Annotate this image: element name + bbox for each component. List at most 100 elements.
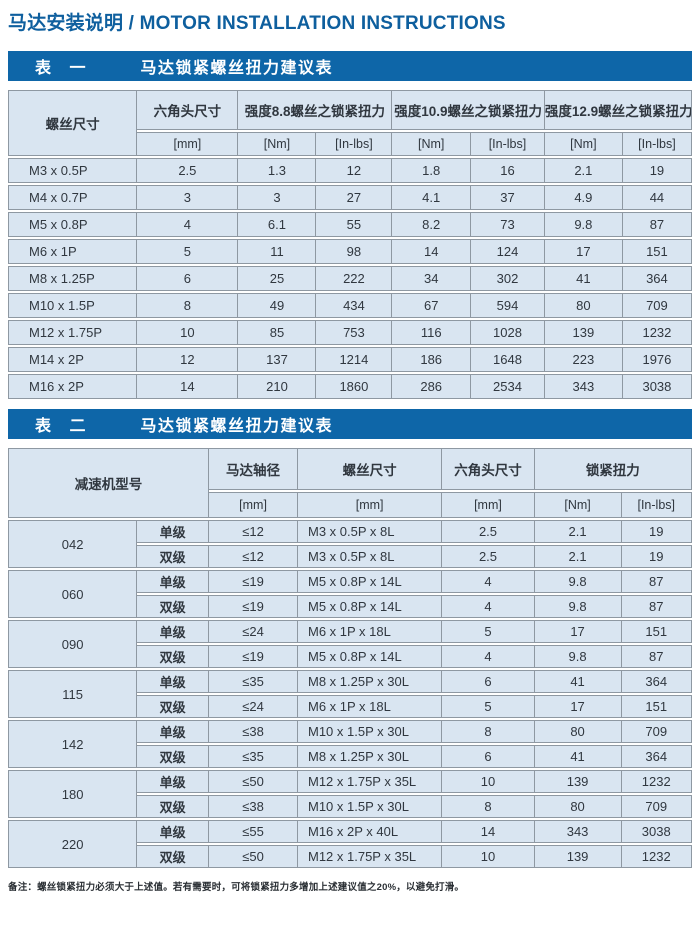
screw-spec-cell: M3 x 0.5P x 8L — [297, 520, 443, 543]
torque-value-cell: 80 — [544, 293, 623, 318]
torque-value-cell: 222 — [316, 266, 393, 291]
model-cell: 115 — [8, 670, 138, 718]
torque-value-cell: 364 — [622, 266, 692, 291]
torque-value-cell: 137 — [238, 347, 317, 372]
unit-mm: [mm] — [209, 492, 298, 518]
torque-value-cell: 34 — [392, 266, 472, 291]
torque-value-cell: 8.2 — [392, 212, 472, 237]
shaft-cell: ≤12 — [209, 545, 298, 568]
hex-size-cell: 10 — [442, 770, 535, 793]
inlbs-cell: 709 — [621, 795, 692, 818]
stage-cell: 双级 — [137, 695, 210, 718]
table-row: 双级 ≤19 M5 x 0.8P x 14L 4 9.8 87 — [8, 645, 692, 668]
inlbs-cell: 709 — [621, 720, 692, 743]
torque-value-cell: 2.1 — [544, 158, 623, 183]
torque-value-cell: 55 — [316, 212, 393, 237]
nm-cell: 80 — [534, 720, 622, 743]
table2-header-row-1: 减速机型号 马达轴径 螺丝尺寸 六角头尺寸 锁紧扭力 — [8, 448, 692, 518]
screw-size-cell: M5 x 0.8P — [8, 212, 138, 237]
table2-header-locking-torque: 锁紧扭力 — [534, 448, 692, 490]
nm-cell: 343 — [534, 820, 622, 843]
table1-header-row-2: [mm] [Nm] [In-lbs] [Nm] [In-lbs] [Nm] [I… — [8, 132, 692, 156]
inlbs-cell: 87 — [621, 595, 692, 618]
stage-cell: 双级 — [137, 745, 210, 768]
torque-value-cell: 14 — [392, 239, 472, 264]
table-row: 090 单级 ≤24 M6 x 1P x 18L 5 17 151 — [8, 620, 692, 668]
torque-value-cell: 11 — [238, 239, 317, 264]
shaft-cell: ≤50 — [209, 845, 298, 868]
hex-size-cell: 4 — [442, 595, 535, 618]
unit-inlbs: [In-lbs] — [622, 132, 692, 156]
stage-cell: 单级 — [137, 520, 210, 543]
torque-value-cell: 753 — [316, 320, 393, 345]
torque-value-cell: 1648 — [471, 347, 545, 372]
screw-spec-cell: M12 x 1.75P x 35L — [297, 845, 443, 868]
unit-inlbs: [In-lbs] — [316, 132, 393, 156]
unit-nm: [Nm] — [238, 132, 317, 156]
hex-size-cell: 14 — [442, 820, 535, 843]
table2-caption: 马达锁紧螺丝扭力建议表 — [140, 418, 333, 435]
unit-mm: [mm] — [137, 132, 239, 156]
torque-value-cell: 343 — [544, 374, 623, 399]
hex-size-cell: 3 — [137, 185, 239, 210]
table-row: M10 x 1.5P 8 49 434 67 594 80 709 — [8, 293, 692, 318]
unit-inlbs: [In-lbs] — [471, 132, 545, 156]
shaft-cell: ≤38 — [209, 720, 298, 743]
shaft-cell: ≤12 — [209, 520, 298, 543]
model-cell: 090 — [8, 620, 138, 668]
table-row: M8 x 1.25P 6 25 222 34 302 41 364 — [8, 266, 692, 291]
table2-header-screw-size: 螺丝尺寸 — [297, 448, 443, 490]
stage-cell: 单级 — [137, 720, 210, 743]
torque-value-cell: 3 — [238, 185, 317, 210]
nm-cell: 9.8 — [534, 570, 622, 593]
table2-header-motor-shaft: 马达轴径 — [209, 448, 298, 490]
table-row: 180 单级 ≤50 M12 x 1.75P x 35L 10 139 1232 — [8, 770, 692, 818]
table-row: 双级 ≤50 M12 x 1.75P x 35L 10 139 1232 — [8, 845, 692, 868]
shaft-cell: ≤19 — [209, 570, 298, 593]
torque-value-cell: 17 — [544, 239, 623, 264]
torque-value-cell: 302 — [471, 266, 545, 291]
hex-size-cell: 8 — [442, 720, 535, 743]
hex-size-cell: 10 — [442, 845, 535, 868]
torque-value-cell: 98 — [316, 239, 393, 264]
table-row: M3 x 0.5P 2.5 1.3 12 1.8 16 2.1 19 — [8, 158, 692, 183]
nm-cell: 17 — [534, 695, 622, 718]
torque-value-cell: 709 — [622, 293, 692, 318]
torque-value-cell: 4.1 — [392, 185, 472, 210]
torque-value-cell: 6.1 — [238, 212, 317, 237]
stage-cell: 单级 — [137, 620, 210, 643]
torque-value-cell: 19 — [622, 158, 692, 183]
screw-spec-cell: M6 x 1P x 18L — [297, 695, 443, 718]
screw-size-cell: M6 x 1P — [8, 239, 138, 264]
hex-size-cell: 12 — [137, 347, 239, 372]
screw-size-cell: M3 x 0.5P — [8, 158, 138, 183]
inlbs-cell: 19 — [621, 520, 692, 543]
table-row: M16 x 2P 14 210 1860 286 2534 343 3038 — [8, 374, 692, 399]
table2-header-hex-size: 六角头尺寸 — [442, 448, 535, 490]
nm-cell: 2.1 — [534, 545, 622, 568]
torque-value-cell: 37 — [471, 185, 545, 210]
torque-value-cell: 73 — [471, 212, 545, 237]
nm-cell: 2.1 — [534, 520, 622, 543]
document-page: 马达安装说明 / MOTOR INSTALLATION INSTRUCTIONS… — [8, 13, 692, 893]
stage-cell: 双级 — [137, 795, 210, 818]
table-row: 双级 ≤12 M3 x 0.5P x 8L 2.5 2.1 19 — [8, 545, 692, 568]
stage-cell: 双级 — [137, 645, 210, 668]
stage-cell: 双级 — [137, 595, 210, 618]
torque-value-cell: 4.9 — [544, 185, 623, 210]
torque-value-cell: 594 — [471, 293, 545, 318]
table2-gearbox-table: 减速机型号 马达轴径 螺丝尺寸 六角头尺寸 锁紧扭力 [mm] [mm] [mm… — [8, 446, 692, 870]
table1-tag: 表 一 — [35, 60, 93, 77]
model-cell: 220 — [8, 820, 138, 868]
torque-value-cell: 9.8 — [544, 212, 623, 237]
hex-size-cell: 8 — [137, 293, 239, 318]
shaft-cell: ≤19 — [209, 595, 298, 618]
hex-size-cell: 2.5 — [442, 545, 535, 568]
shaft-cell: ≤24 — [209, 695, 298, 718]
table1-header-screw-size: 螺丝尺寸 — [8, 90, 138, 156]
torque-value-cell: 2534 — [471, 374, 545, 399]
torque-value-cell: 3038 — [622, 374, 692, 399]
stage-cell: 双级 — [137, 545, 210, 568]
unit-nm: [Nm] — [392, 132, 472, 156]
torque-value-cell: 1214 — [316, 347, 393, 372]
